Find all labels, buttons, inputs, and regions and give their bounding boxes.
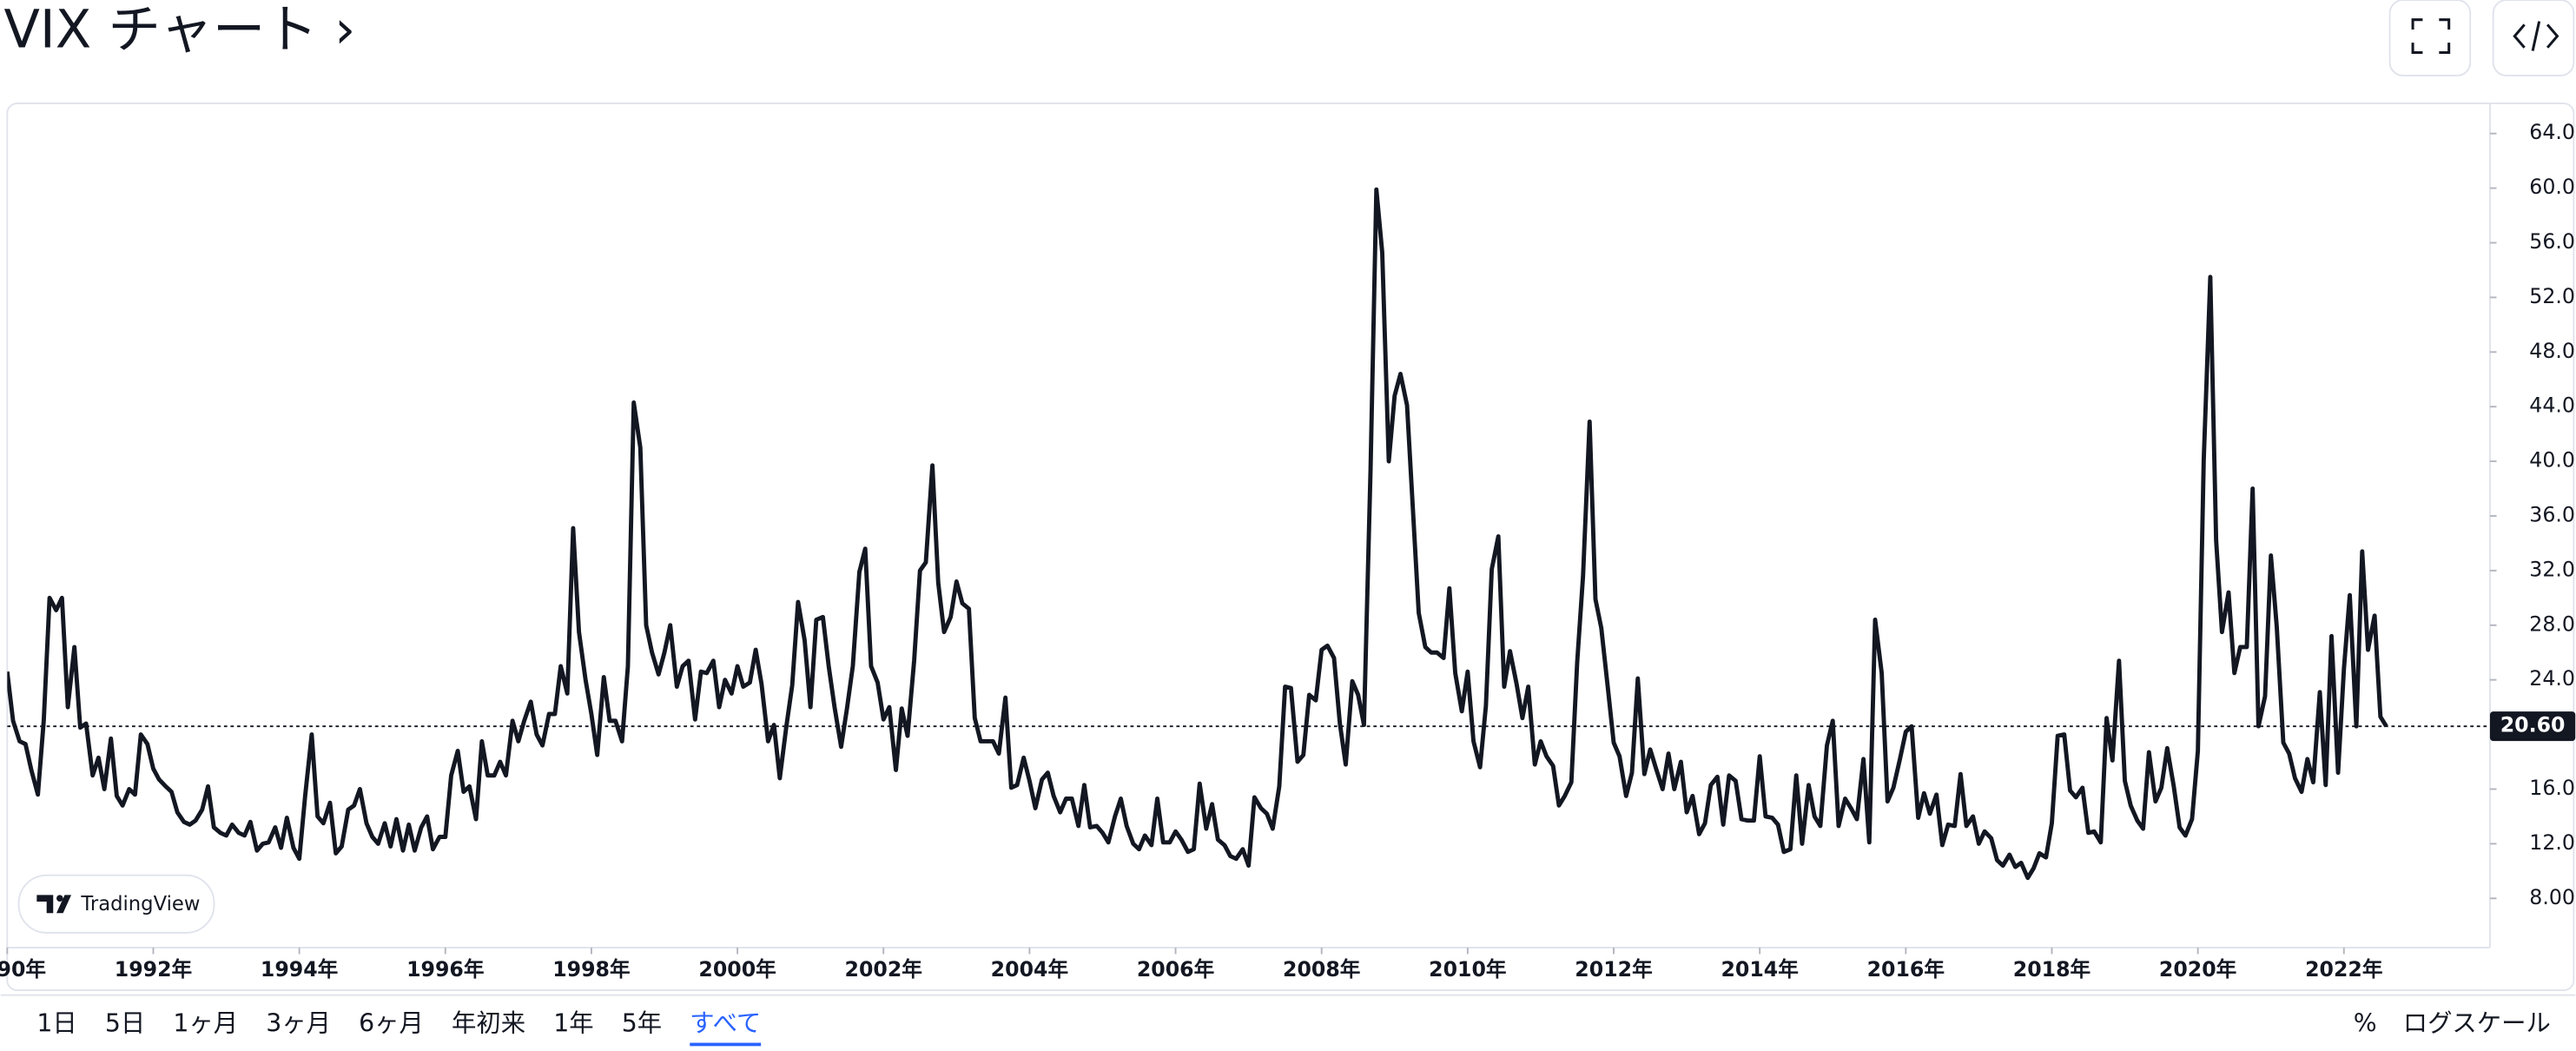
- y-tick-label: 60.00: [2529, 175, 2576, 199]
- x-tick-label: 2022年: [2305, 957, 2382, 982]
- range-button[interactable]: 年初来: [452, 1009, 525, 1038]
- tradingview-logo[interactable]: TradingView: [17, 874, 215, 934]
- range-toolbar: 1日 5日 1ヶ月 3ヶ月 6ヶ月 年初来 1年 5年 すべて: [36, 1009, 762, 1047]
- y-tick-label: 44.00: [2529, 393, 2576, 418]
- axes: 8.0012.0016.0020.0024.0028.0032.0036.004…: [0, 120, 2576, 982]
- y-tick-label: 48.00: [2529, 339, 2576, 363]
- x-tick-label: 1996年: [406, 957, 484, 982]
- last-price-label: 20.60: [2500, 713, 2566, 737]
- x-tick-label: 2016年: [1867, 957, 1945, 982]
- y-tick-label: 52.00: [2529, 284, 2576, 308]
- range-button[interactable]: 1年: [553, 1009, 593, 1038]
- y-tick-label: 12.00: [2529, 830, 2576, 855]
- x-tick-label: 2018年: [2013, 957, 2091, 982]
- chart-title[interactable]: VIX チャート ›: [4, 0, 356, 60]
- vix-line: [7, 187, 2388, 881]
- x-tick-label: 1994年: [261, 957, 338, 982]
- plot: [7, 187, 2490, 881]
- x-tick-label: 2008年: [1283, 957, 1360, 982]
- y-tick-label: 24.00: [2529, 666, 2576, 691]
- y-tick-label: 40.00: [2529, 448, 2576, 473]
- x-tick-label: 2002年: [845, 957, 922, 982]
- x-tick-label: 1992年: [115, 957, 192, 982]
- range-selected-underline: [690, 1042, 762, 1047]
- y-tick-label: 32.00: [2529, 557, 2576, 581]
- x-tick-label: 2010年: [1429, 957, 1506, 982]
- y-tick-label: 64.00: [2529, 120, 2576, 144]
- x-tick-label: 1998年: [552, 957, 630, 982]
- range-button[interactable]: 1日: [36, 1009, 76, 1038]
- range-button[interactable]: 3ヶ月: [266, 1009, 331, 1038]
- x-tick-label: 2000年: [698, 957, 776, 982]
- y-tick-label: 36.00: [2529, 502, 2576, 526]
- y-tick-label: 16.00: [2529, 776, 2576, 800]
- range-button[interactable]: 5年: [622, 1009, 662, 1038]
- fullscreen-button[interactable]: [2388, 0, 2472, 76]
- chart-frame: [6, 102, 2575, 991]
- y-tick-label: 56.00: [2529, 229, 2576, 254]
- x-tick-label: 1990年: [0, 957, 46, 982]
- percent-toggle[interactable]: %: [2354, 1009, 2377, 1038]
- embed-button[interactable]: [2492, 0, 2575, 76]
- log-scale-toggle[interactable]: ログスケール: [2403, 1009, 2551, 1038]
- range-button[interactable]: 6ヶ月: [359, 1009, 424, 1038]
- y-tick-label: 28.00: [2529, 611, 2576, 636]
- x-tick-label: 2014年: [1721, 957, 1798, 982]
- range-button[interactable]: すべて: [690, 1009, 761, 1038]
- x-tick-label: 2004年: [991, 957, 1068, 982]
- range-button[interactable]: 5日: [105, 1009, 145, 1038]
- x-tick-label: 2006年: [1137, 957, 1214, 982]
- x-tick-label: 2012年: [1575, 957, 1652, 982]
- range-button[interactable]: 1ヶ月: [173, 1009, 238, 1038]
- x-tick-label: 2020年: [2159, 957, 2236, 982]
- last-price-badge: [2489, 711, 2576, 742]
- logo-text: TradingView: [80, 893, 200, 915]
- y-tick-label: 8.00: [2529, 885, 2575, 909]
